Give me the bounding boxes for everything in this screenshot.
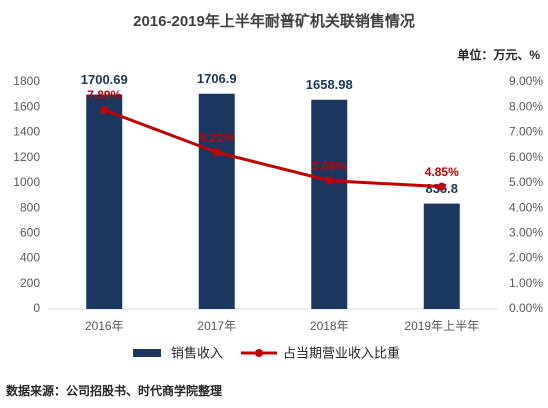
legend-swatch (133, 349, 161, 357)
y-tick-label: 0 (33, 301, 40, 315)
y2-tick-label: 3.00% (509, 226, 543, 240)
legend-label: 占当期营业收入比重 (283, 345, 400, 360)
unit-label: 单位：万元、% (457, 47, 540, 62)
bar (198, 93, 235, 310)
y2-tick-label: 6.00% (509, 150, 543, 164)
line-value-label: 4.85% (425, 165, 459, 179)
line-point (212, 148, 221, 157)
y-tick-label: 200 (20, 276, 40, 290)
y2-tick-label: 2.00% (509, 251, 543, 265)
y-tick-label: 400 (20, 251, 40, 265)
x-tick-label: 2016年 (85, 319, 124, 333)
y2-tick-label: 4.00% (509, 200, 543, 214)
y-tick-label: 1800 (13, 74, 40, 88)
line-point (325, 176, 334, 185)
y-tick-label: 1400 (13, 125, 40, 139)
y2-tick-label: 7.00% (509, 125, 543, 139)
bar (86, 94, 123, 309)
line-value-label: 6.21% (200, 131, 234, 145)
y2-tick-label: 1.00% (509, 276, 543, 290)
bar-value-label: 1706.9 (197, 71, 237, 86)
bar-value-label: 1700.69 (81, 72, 128, 87)
source-note: 数据来源：公司招股书、时代商学院整理 (6, 383, 222, 398)
x-tick-label: 2017年 (197, 319, 236, 333)
y2-tick-label: 8.00% (509, 99, 543, 113)
line-point (100, 105, 109, 114)
line-value-label: 5.09% (312, 159, 346, 173)
line-point (437, 182, 446, 191)
y-tick-label: 800 (20, 200, 40, 214)
legend-swatch (255, 349, 263, 357)
y2-tick-label: 5.00% (509, 175, 543, 189)
y2-tick-label: 0.00% (509, 301, 543, 315)
line-value-label: 7.89% (87, 88, 121, 102)
y-tick-label: 1200 (13, 150, 40, 164)
line (103, 108, 442, 189)
legend-label: 销售收入 (171, 345, 223, 360)
y-tick-label: 1000 (13, 175, 40, 189)
chart-title: 2016-2019年上半年耐普矿机关联销售情况 (133, 12, 415, 30)
y2-tick-label: 9.00% (509, 74, 543, 88)
x-tick-label: 2019年上半年 (404, 319, 479, 333)
bar (311, 99, 348, 310)
y-tick-label: 600 (20, 226, 40, 240)
bar (423, 203, 460, 309)
y-tick-label: 1600 (13, 99, 40, 113)
x-tick-label: 2018年 (310, 319, 349, 333)
bar-value-label: 1658.98 (306, 77, 353, 92)
